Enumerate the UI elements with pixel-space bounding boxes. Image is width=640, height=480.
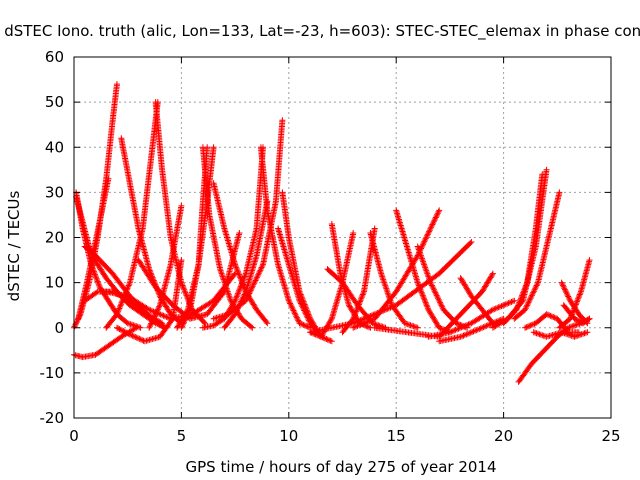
series-arc37 [425,297,518,340]
series-arc16 [174,144,217,331]
series-arc24 [221,198,271,331]
series-arc5 [75,175,112,322]
axes: 0 5 10 15 20 25 -20 -10 0 10 20 30 40 50 60 [40,48,621,445]
series-markers [530,329,591,340]
series-markers [436,315,507,345]
series-arc43 [530,329,591,340]
series-markers [199,144,256,331]
x-tick-label: 25 [601,427,620,445]
series-markers [425,297,518,340]
series-markers [135,230,243,322]
series-markers [174,144,217,331]
x-axis-label: GPS time / hours of day 275 of year 2014 [186,458,497,476]
series-markers [103,99,161,331]
series-arc40 [511,189,563,322]
series-markers [560,302,593,327]
series-markers [307,239,475,336]
y-tick-label: -20 [40,409,65,427]
series-arc33 [307,239,475,336]
series-arc35 [436,315,507,345]
x-tick-label: 5 [177,427,187,445]
chart-title: dSTEC Iono. truth (alic, Lon=133, Lat=-2… [4,22,640,41]
series-arc39 [500,171,546,327]
y-tick-label: 50 [45,93,64,111]
series-markers [500,171,546,327]
x-tick-label: 0 [69,427,79,445]
series-arc46 [560,302,593,327]
series-arc15 [199,144,256,331]
y-tick-label: 30 [45,183,64,201]
y-tick-label: 0 [54,319,64,337]
series-arc18 [135,230,243,322]
series-markers [114,257,185,345]
y-axis-label: dSTEC / TECUs [5,190,23,301]
y-tick-label: -10 [40,364,65,382]
y-tick-label: 20 [45,229,64,247]
x-tick-label: 20 [494,427,513,445]
y-tick-label: 60 [45,48,64,66]
series-markers [511,189,563,322]
x-tick-label: 15 [387,427,406,445]
x-tick-label: 10 [279,427,298,445]
y-tick-label: 10 [45,274,64,292]
series-markers [221,198,271,331]
series-markers [75,175,112,322]
series-arc11 [114,257,185,345]
series-arc9 [103,99,161,331]
data-layer [71,81,593,385]
y-tick-label: 40 [45,138,64,156]
